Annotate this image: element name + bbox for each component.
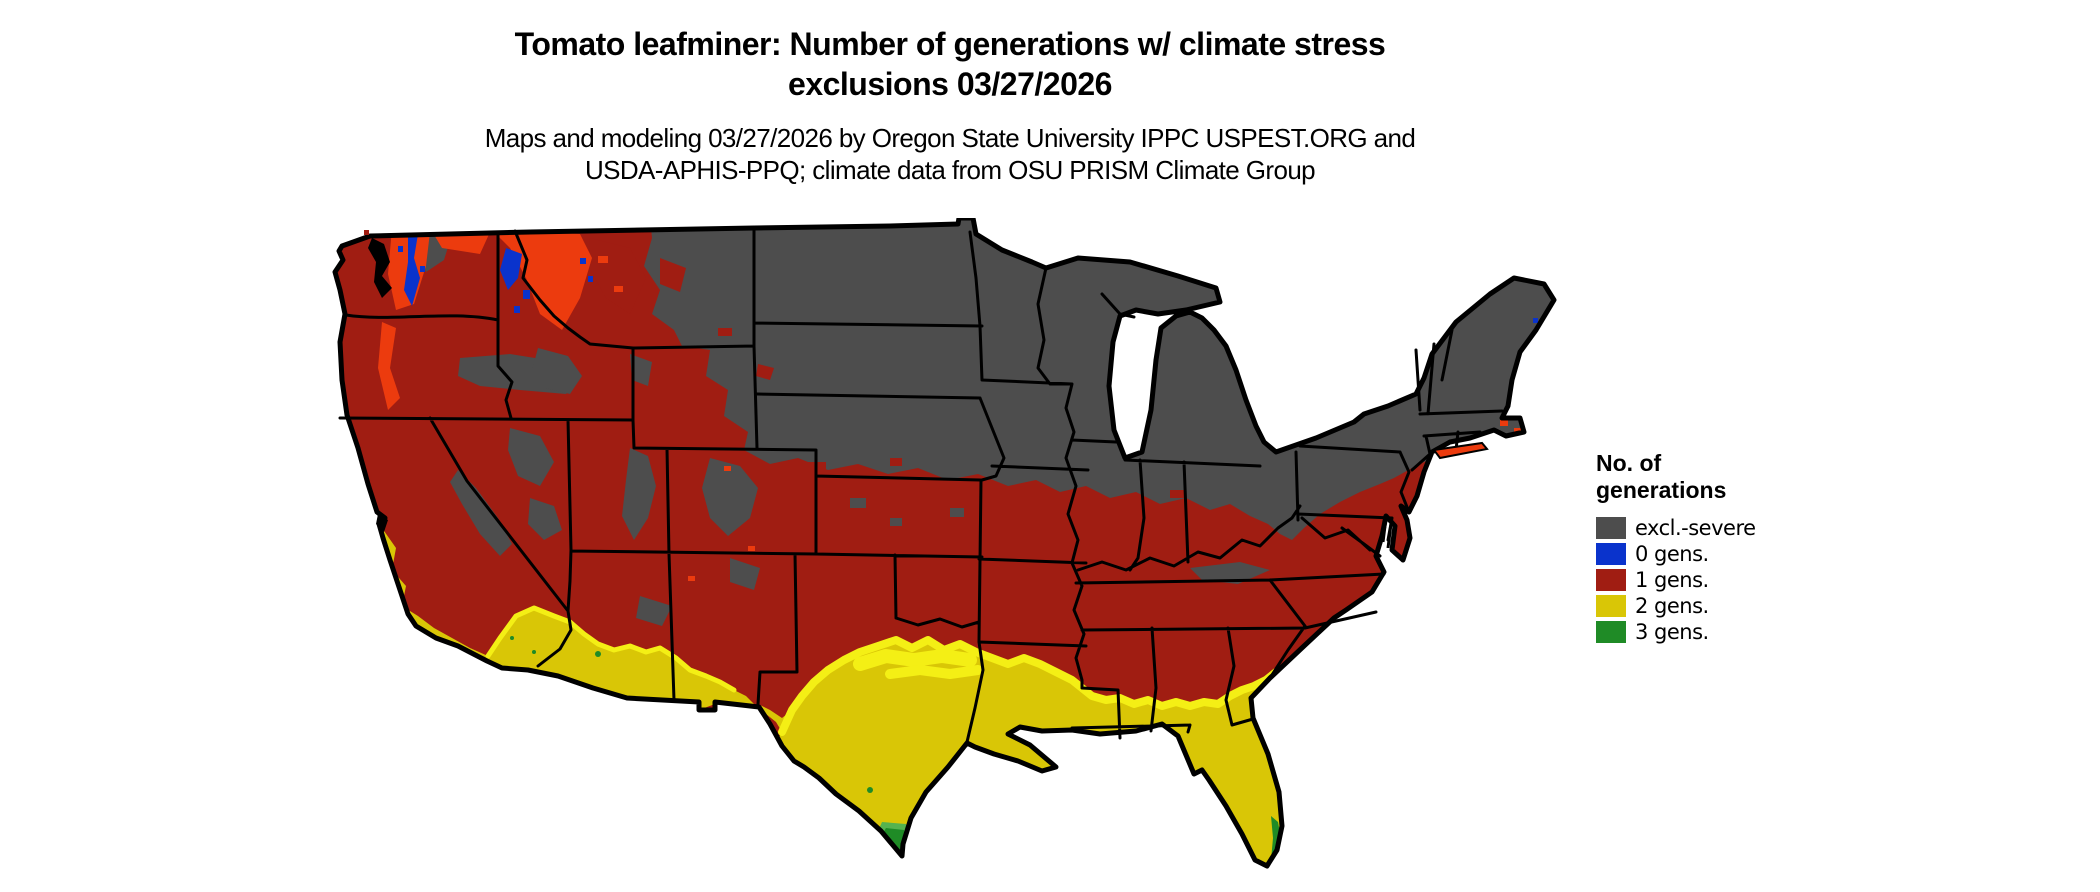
us-outline <box>332 218 1557 869</box>
legend-title-line-1: No. of <box>1596 450 1662 476</box>
subtitle-line-2: USDA-APHIS-PPQ; climate data from OSU PR… <box>584 155 1316 185</box>
excl-severe-label: excl.-severe <box>1635 516 1756 540</box>
legend-item-excl-severe: excl.-severe <box>1596 517 1826 539</box>
title-line-2: exclusions 03/27/2026 <box>788 66 1112 102</box>
0-gens-label: 0 gens. <box>1635 542 1709 566</box>
sf-bay <box>376 514 388 532</box>
page-subtitle: Maps and modeling 03/27/2026 by Oregon S… <box>360 122 1540 186</box>
legend-item-0-gens: 0 gens. <box>1596 543 1826 565</box>
1-gens-swatch <box>1596 569 1626 591</box>
state-borders <box>338 226 1504 744</box>
us-map-svg <box>332 218 1557 869</box>
san-juan-island <box>364 230 369 235</box>
0-gens-swatch <box>1596 543 1626 565</box>
map-region-2-gens-west <box>382 528 754 710</box>
2-gens-swatch <box>1596 595 1626 617</box>
legend-title-line-2: generations <box>1596 477 1727 503</box>
3-gens-swatch <box>1596 621 1626 643</box>
puget-sound <box>368 238 392 298</box>
map-region-0-gens-blue <box>398 230 1538 323</box>
3-gens-label: 3 gens. <box>1635 620 1709 644</box>
long-island <box>1432 441 1489 460</box>
us-generations-map <box>330 218 1580 890</box>
2-gens-label: 2 gens. <box>1635 594 1709 618</box>
map-region-transition-yellow <box>485 605 1280 736</box>
excl-severe-swatch <box>1596 517 1626 539</box>
1-gens-label: 1 gens. <box>1635 568 1709 592</box>
legend-items: excl.-severe 0 gens. 1 gens. 2 gens. 3 g… <box>1596 517 1826 643</box>
page-title: Tomato leafminer: Number of generations … <box>360 24 1540 104</box>
legend-item-2-gens: 2 gens. <box>1596 595 1826 617</box>
legend-item-1-gens: 1 gens. <box>1596 569 1826 591</box>
chesapeake-bay-detail <box>1381 517 1393 549</box>
title-line-1: Tomato leafminer: Number of generations … <box>514 26 1386 62</box>
subtitle-line-1: Maps and modeling 03/27/2026 by Oregon S… <box>484 123 1416 153</box>
coastal-water-features <box>364 230 1393 549</box>
legend-item-3-gens: 3 gens. <box>1596 621 1826 643</box>
map-legend: No. of generations excl.-severe 0 gens. … <box>1596 450 1826 647</box>
